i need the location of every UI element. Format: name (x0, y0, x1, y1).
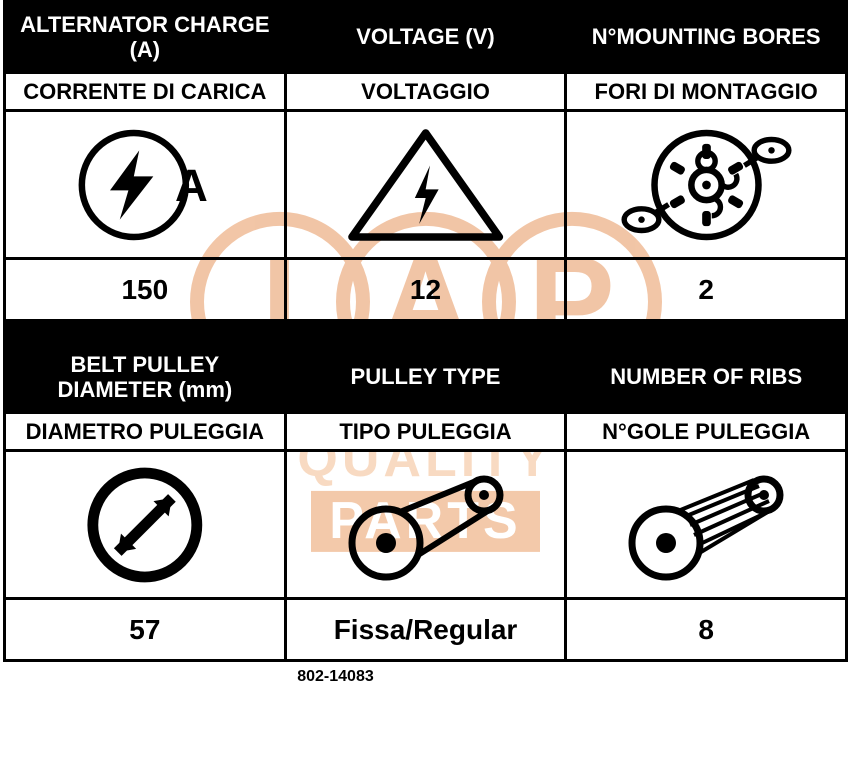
svg-text:A: A (175, 160, 208, 211)
header-it: CORRENTE DI CARICA (6, 71, 287, 109)
pulley-ribs-icon (606, 465, 806, 585)
value-cell: 150 (6, 257, 287, 319)
header-it: DIAMETRO PULEGGIA (6, 411, 287, 449)
icon-cell: A (6, 109, 287, 257)
part-number: 802-14083 (0, 668, 851, 686)
header-en: ALTERNATOR CHARGE (A) (6, 3, 287, 71)
icon-cell (567, 109, 845, 257)
spec-table: ALTERNATOR CHARGE (A) VOLTAGE (V) N°MOUN… (3, 0, 848, 662)
header-en: PULLEY TYPE (287, 343, 568, 411)
value-cell: Fissa/Regular (287, 597, 568, 659)
alternator-icon (609, 120, 804, 250)
icon-cell (287, 109, 568, 257)
voltage-triangle-icon (339, 120, 512, 250)
icon-cell (6, 449, 287, 597)
value-cell: 57 (6, 597, 287, 659)
value-cell: 12 (287, 257, 568, 319)
header-en: BELT PULLEY DIAMETER (mm) (6, 343, 287, 411)
header-it: N°GOLE PULEGGIA (567, 411, 845, 449)
header-en: VOLTAGE (V) (287, 3, 568, 71)
pulley-regular-icon (326, 465, 526, 585)
header-it: TIPO PULEGGIA (287, 411, 568, 449)
section-divider (6, 319, 845, 343)
header-it: VOLTAGGIO (287, 71, 568, 109)
amp-circle-icon: A (58, 120, 231, 250)
icon-cell (287, 449, 568, 597)
value-cell: 2 (567, 257, 845, 319)
header-en: NUMBER OF RIBS (567, 343, 845, 411)
header-en: N°MOUNTING BORES (567, 3, 845, 71)
diameter-arrow-icon (69, 460, 221, 590)
icon-cell (567, 449, 845, 597)
value-cell: 8 (567, 597, 845, 659)
header-it: FORI DI MONTAGGIO (567, 71, 845, 109)
